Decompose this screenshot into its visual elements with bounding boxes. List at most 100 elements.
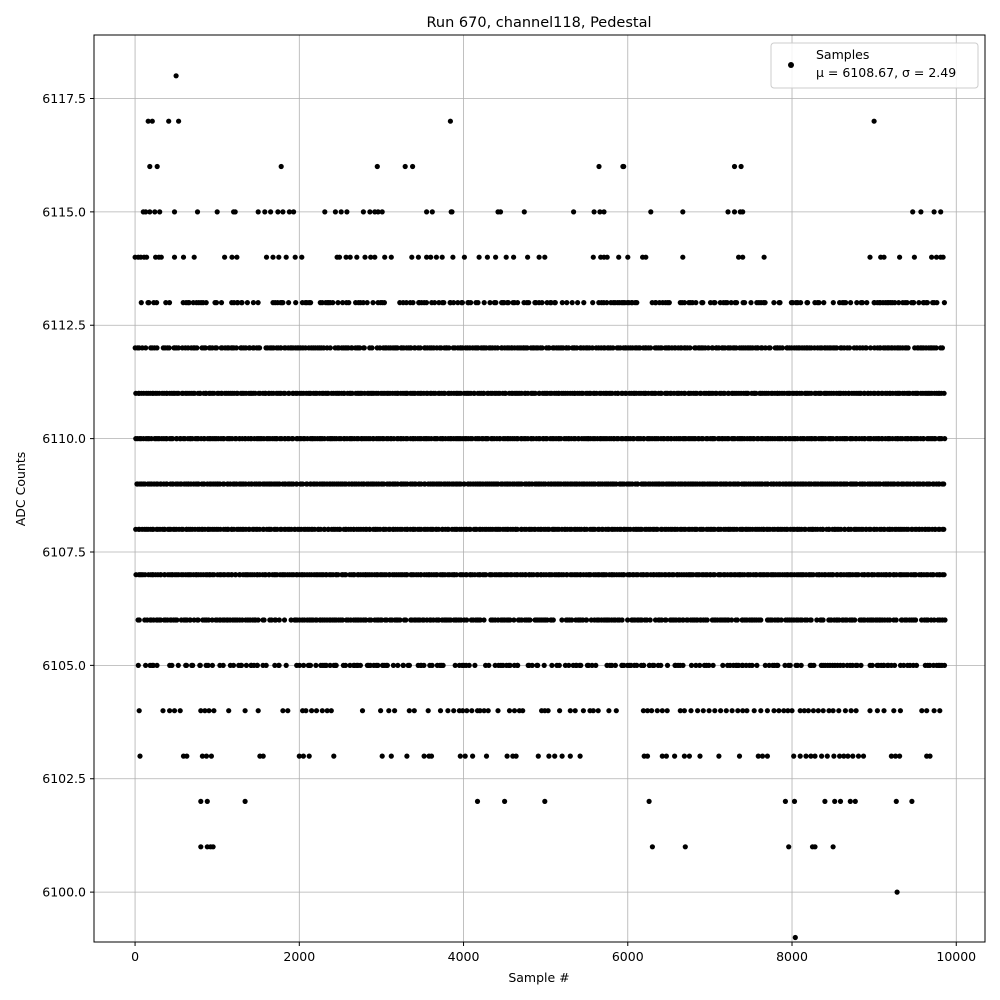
data-point	[705, 345, 711, 351]
data-point	[552, 300, 558, 306]
data-point	[740, 254, 746, 260]
data-point	[651, 662, 657, 669]
data-point	[776, 708, 782, 714]
data-point	[712, 708, 718, 714]
data-point	[546, 753, 552, 759]
data-point	[379, 753, 385, 759]
data-point	[897, 254, 903, 260]
data-point	[149, 118, 155, 124]
chart-title: Run 670, channel118, Pedestal	[426, 15, 651, 31]
data-point	[664, 708, 670, 714]
data-point	[428, 753, 435, 759]
data-point	[916, 300, 922, 306]
data-points	[132, 73, 948, 941]
data-point	[567, 708, 573, 714]
data-point	[280, 708, 286, 714]
data-point	[940, 254, 946, 260]
data-point	[812, 753, 818, 759]
data-point	[301, 662, 307, 669]
data-point	[597, 209, 603, 215]
data-point	[881, 708, 887, 714]
data-point	[306, 753, 312, 759]
data-point	[867, 254, 873, 260]
data-point	[621, 572, 627, 578]
data-point	[653, 300, 659, 306]
data-point	[255, 300, 261, 306]
x-axis-ticks: 0 2000 4000 6000 8000 10000	[131, 942, 976, 964]
data-point	[171, 209, 178, 215]
data-point	[346, 300, 352, 306]
data-point	[858, 662, 864, 669]
data-point	[909, 798, 915, 805]
data-point	[354, 254, 360, 260]
data-point	[590, 708, 596, 714]
data-point	[233, 345, 239, 351]
data-point	[147, 209, 153, 215]
data-point	[230, 662, 237, 669]
data-point	[336, 254, 343, 260]
data-point	[410, 300, 416, 306]
data-point	[507, 662, 513, 669]
data-point	[852, 798, 858, 805]
data-point	[680, 662, 686, 669]
data-point	[526, 300, 532, 306]
data-point	[871, 118, 877, 124]
data-point	[303, 708, 309, 714]
data-point	[137, 753, 143, 759]
data-point	[175, 662, 181, 669]
data-point	[941, 572, 947, 578]
data-point	[477, 617, 483, 623]
data-point	[276, 617, 282, 623]
data-point	[566, 345, 572, 351]
data-point	[447, 118, 453, 124]
data-point	[239, 300, 245, 306]
data-point	[210, 844, 216, 850]
data-point	[451, 708, 457, 714]
data-point	[309, 708, 315, 714]
data-point	[167, 708, 173, 714]
data-point	[214, 209, 220, 215]
data-point	[400, 662, 406, 669]
data-point	[513, 753, 519, 759]
data-point	[904, 300, 910, 306]
data-point	[911, 300, 917, 306]
data-point	[406, 708, 412, 714]
data-point	[697, 753, 703, 759]
data-point	[663, 753, 670, 759]
data-point	[136, 708, 142, 714]
data-point	[559, 300, 565, 306]
data-point	[789, 708, 795, 714]
data-point	[330, 300, 336, 306]
data-point	[575, 300, 581, 306]
data-point	[580, 708, 587, 714]
data-point	[736, 753, 743, 759]
data-point	[495, 708, 501, 714]
data-point	[854, 300, 860, 306]
data-point	[606, 708, 612, 714]
data-point	[292, 254, 298, 260]
data-point	[347, 662, 353, 669]
data-point	[927, 753, 933, 759]
data-point	[764, 753, 771, 759]
data-point	[847, 345, 853, 351]
data-point	[415, 254, 421, 260]
data-point	[202, 708, 208, 714]
data-point	[206, 617, 212, 623]
data-point	[386, 708, 392, 714]
data-point	[143, 209, 149, 215]
data-point	[402, 163, 408, 170]
data-point	[450, 254, 456, 260]
data-point	[357, 345, 363, 351]
data-point	[646, 798, 652, 805]
data-point	[262, 209, 268, 215]
data-point	[275, 209, 281, 215]
data-point	[343, 572, 349, 578]
data-point	[688, 708, 694, 714]
data-point	[648, 209, 654, 215]
data-point	[235, 300, 241, 306]
data-point	[842, 708, 849, 714]
x-tick-label: 2000	[283, 949, 315, 964]
data-point	[378, 708, 384, 714]
data-point	[832, 798, 838, 805]
